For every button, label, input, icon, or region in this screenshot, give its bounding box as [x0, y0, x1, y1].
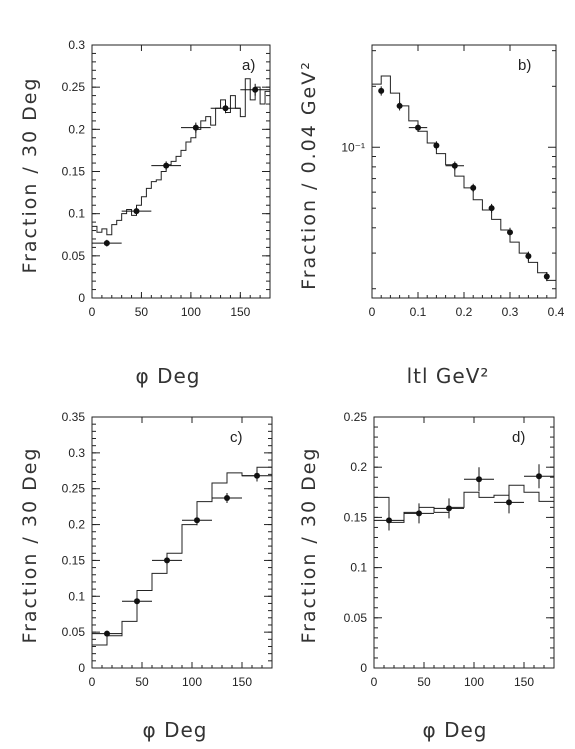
panel-b-x-tick-label: 0.1 — [410, 305, 427, 319]
panel-a-x-tick-label: 100 — [181, 305, 201, 319]
panel-c-y-tick-label: 0.05 — [62, 625, 86, 639]
panel-d-x-tick-label: 0 — [371, 675, 378, 689]
panel-b-data-point — [470, 184, 477, 191]
panel-a-data-point — [133, 208, 140, 215]
panel-b: Fraction / 0.04 GeV² ltl GeV² b) 0 0.1 0.2… — [298, 44, 565, 388]
panel-b-x-tick-label: 0.4 — [548, 305, 565, 319]
panel-b-x-tick-label: 0 — [369, 305, 376, 319]
panel-c-ylabel: Fraction / 30 Deg — [19, 447, 41, 644]
panel-d-ylabel: Fraction / 30 Deg — [298, 447, 320, 644]
panel-c-data-point — [164, 557, 170, 564]
panel-c-data-point — [194, 517, 200, 524]
panel-c-y-tick-label: 0.35 — [62, 410, 86, 424]
panel-c-y-tick-label: 0.3 — [68, 446, 85, 460]
panel-a-x-tick-label: 0 — [89, 305, 96, 319]
panel-d-x-tick-label: 100 — [464, 675, 484, 689]
panel-a-data-point — [103, 240, 110, 247]
panel-c-x-tick-label: 100 — [182, 675, 202, 689]
panel-a-y-tick-label: 0.25 — [62, 80, 86, 94]
panel-a-ylabel: Fraction / 30 Deg — [19, 77, 41, 274]
panel-a-y-tick-label: 0.1 — [68, 207, 85, 221]
panel-b-xlabel: ltl GeV² — [407, 364, 490, 388]
panel-d: Fraction / 30 Deg φ Deg d) 0 50 100 150 0 0.0… — [298, 410, 555, 742]
panel-b-data-point — [378, 87, 385, 94]
panel-b-data-point — [488, 205, 495, 212]
panel-b-data-point — [507, 229, 513, 236]
panel-d-data-point — [506, 499, 512, 506]
panel-d-y-tick-label: 0.15 — [344, 510, 368, 524]
panel-c-xlabel: φ Deg — [143, 718, 208, 742]
panel-d-data-point — [416, 510, 422, 517]
panel-b-data-point — [433, 142, 440, 149]
panel-d-data-point — [446, 505, 452, 512]
panel-a-y-tick-label: 0.2 — [68, 122, 85, 136]
panel-a-histogram — [92, 78, 270, 236]
panel-a-y-tick-label: 0.15 — [62, 165, 86, 179]
panel-c-histogram — [92, 466, 272, 646]
panel-c-x-tick-label: 50 — [135, 675, 149, 689]
panel-c-data-point — [104, 630, 110, 637]
panel-b-y-tick-label: 10⁻¹ — [341, 140, 365, 154]
panel-d-xlabel: φ Deg — [423, 718, 488, 742]
panel-a-y-tick-label: 0.05 — [62, 249, 86, 263]
panel-b-data-point — [415, 124, 421, 131]
panel-a-data-point — [222, 105, 229, 112]
panel-b-data-point — [451, 162, 458, 169]
panel-a-data-point — [192, 124, 199, 131]
panel-d-histogram — [374, 484, 554, 523]
panel-b-label: b) — [518, 57, 531, 74]
panel-a-xlabel: φ Deg — [136, 364, 201, 388]
panel-d-y-tick-label: 0.2 — [350, 460, 367, 474]
panel-a-y-tick-label: 0.3 — [68, 38, 85, 52]
panel-d-label: d) — [512, 429, 525, 446]
panel-d-y-tick-label: 0.05 — [344, 611, 368, 625]
panel-c: Fraction / 30 Deg φ Deg c) 0 50 100 150 0 0.0… — [19, 410, 273, 742]
panel-c-x-tick-label: 150 — [232, 675, 252, 689]
panel-c-x-tick-label: 0 — [89, 675, 96, 689]
panel-b-x-tick-label: 0.2 — [456, 305, 473, 319]
panel-c-y-tick-label: 0.2 — [68, 518, 85, 532]
panel-d-data-point — [386, 517, 392, 524]
panel-c-y-tick-label: 0.15 — [62, 553, 86, 567]
panel-c-y-tick-label: 0 — [78, 661, 85, 675]
panel-d-y-tick-label: 0.1 — [350, 561, 367, 575]
panel-a-data-point — [163, 162, 170, 169]
panel-a-plot-frame — [91, 44, 271, 299]
panel-b-data-point — [543, 273, 550, 280]
panel-c-y-tick-label: 0.1 — [68, 589, 85, 603]
panel-d-y-tick-label: 0.25 — [344, 410, 368, 424]
panel-b-ylabel: Fraction / 0.04 GeV² — [298, 60, 320, 290]
panel-a-data-point — [252, 86, 259, 93]
panel-c-y-tick-label: 0.25 — [62, 482, 86, 496]
panel-d-data-point — [476, 476, 482, 483]
panel-c-data-point — [134, 598, 140, 605]
panel-c-data-point — [254, 472, 260, 479]
panel-b-histogram — [372, 75, 556, 281]
panel-a: Fraction / 30 Deg φ Deg a) 0 50 100 150 0 0.0… — [19, 38, 271, 388]
panel-a-x-tick-label: 150 — [230, 305, 250, 319]
panel-b-data-point — [396, 102, 403, 109]
panel-d-plot-frame — [373, 416, 555, 669]
panel-d-x-tick-label: 50 — [417, 675, 431, 689]
panel-d-data-point — [536, 473, 542, 480]
panel-b-x-tick-label: 0.3 — [502, 305, 519, 319]
panel-d-x-tick-label: 150 — [514, 675, 534, 689]
panel-a-x-tick-label: 50 — [135, 305, 149, 319]
panel-a-y-tick-label: 0 — [78, 291, 85, 305]
panel-c-label: c) — [230, 429, 243, 446]
panel-c-data-point — [224, 495, 230, 502]
panel-d-y-tick-label: 0 — [360, 661, 367, 675]
panel-a-label: a) — [242, 57, 255, 74]
panel-b-data-point — [525, 253, 532, 260]
